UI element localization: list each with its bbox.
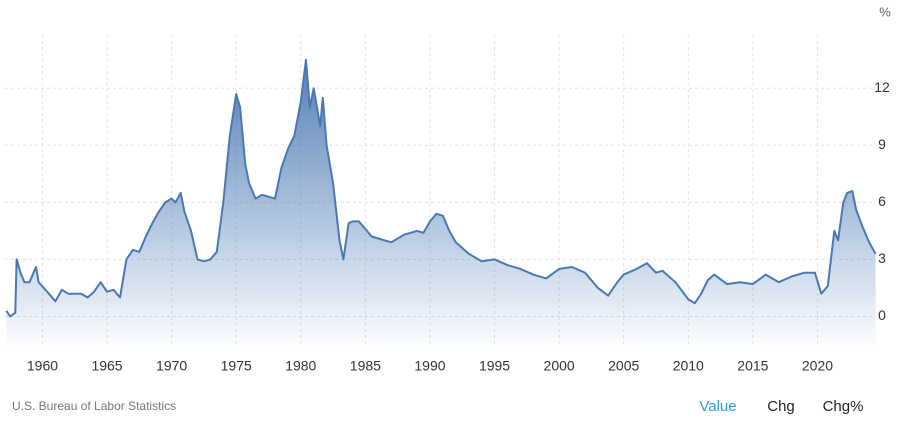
y-tick-label: 12 bbox=[874, 79, 890, 95]
x-tick-label: 1960 bbox=[27, 358, 58, 374]
x-tick-label: 2005 bbox=[608, 358, 639, 374]
line bbox=[5, 58, 877, 318]
x-tick-label: 1995 bbox=[479, 358, 510, 374]
x-tick-label: 1990 bbox=[414, 358, 445, 374]
x-tick-label: 2015 bbox=[737, 358, 768, 374]
x-tick-label: 1965 bbox=[91, 358, 122, 374]
x-tick-label: 1985 bbox=[350, 358, 381, 374]
view-button[interactable]: Value bbox=[699, 398, 736, 415]
x-tick-label: 2010 bbox=[673, 358, 704, 374]
y-tick-label: 3 bbox=[878, 250, 886, 266]
x-tick-label: 1980 bbox=[285, 358, 316, 374]
x-tick-label: 1975 bbox=[221, 358, 252, 374]
x-tick-label: 2020 bbox=[802, 358, 833, 374]
y-unit: % bbox=[879, 4, 891, 19]
view-button[interactable]: Chg bbox=[767, 398, 795, 415]
x-tick-label: 2000 bbox=[544, 358, 575, 374]
y-tick-label: 6 bbox=[878, 193, 886, 209]
y-tick-label: 9 bbox=[878, 136, 886, 152]
x-tick-label: 1970 bbox=[156, 358, 187, 374]
area bbox=[6, 59, 876, 345]
source: U.S. Bureau of Labor Statistics bbox=[12, 399, 176, 413]
y-tick-label: 0 bbox=[878, 307, 886, 323]
view-button[interactable]: Chg% bbox=[823, 398, 864, 415]
